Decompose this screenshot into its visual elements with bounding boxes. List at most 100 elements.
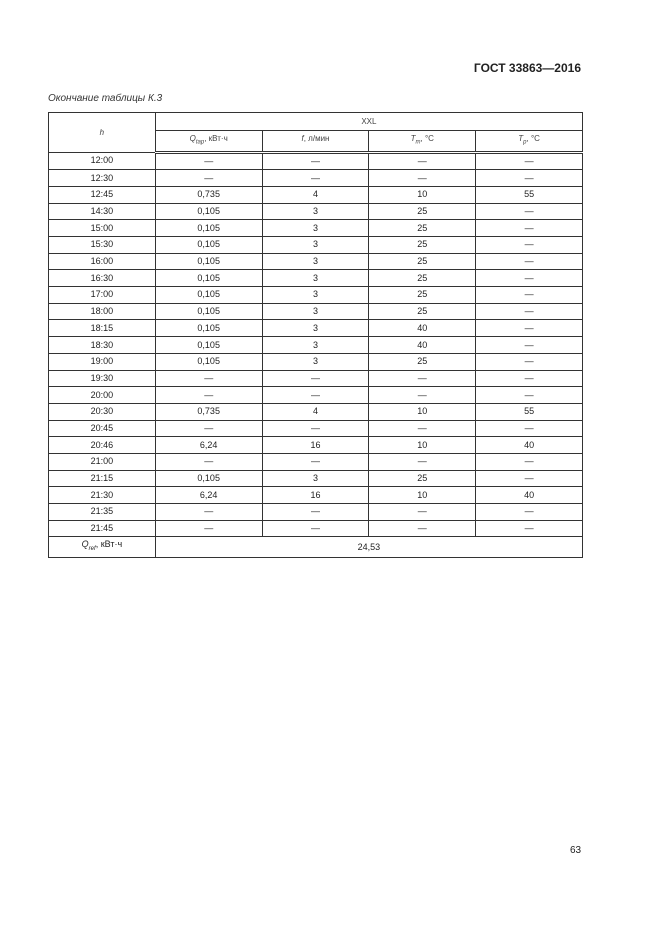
table-cell: 17:00 — [48, 286, 156, 304]
table-cell: — — [475, 302, 583, 321]
table-cell: 12:00 — [48, 151, 156, 171]
table-cell: — — [261, 169, 370, 187]
table-cell: 18:30 — [48, 336, 156, 354]
table-cell: — — [475, 503, 583, 521]
table-cell: 25 — [368, 269, 477, 288]
table-cell: 12:45 — [48, 185, 156, 204]
table-cell: 0,735 — [154, 185, 263, 204]
table-cell: 0,105 — [154, 269, 263, 288]
table-cell: 16:00 — [48, 252, 156, 271]
table-cell: 3 — [261, 236, 370, 254]
data-table: h XXL Qtap, кВт·ч f, л/мин Tm, °C Tp, °C 12… — [48, 112, 584, 559]
table-row: 15:30 0,105 3 25— — [48, 236, 583, 254]
table-cell: — — [154, 169, 263, 187]
table-cell: 3 — [261, 469, 370, 488]
table-cell: 21:00 — [48, 452, 156, 471]
table-cell: 15:00 — [48, 219, 156, 238]
table-cell: — — [475, 219, 583, 238]
table-cell: — — [154, 519, 263, 538]
table-cell: — — [475, 336, 583, 354]
table-cell: 40 — [475, 436, 583, 454]
table-cell: 25 — [368, 252, 477, 271]
table-cell: 16 — [261, 486, 370, 505]
table-cell: — — [368, 419, 477, 438]
table-row: 20:30 0,735 4 10 55 — [48, 402, 583, 421]
table-cell: 40 — [368, 336, 477, 354]
table-row: 15:00 0,105 3 25— — [48, 219, 583, 238]
table-cell: — — [475, 252, 583, 271]
table-row: 20:00— — — — — [48, 386, 583, 404]
table-cell: 21:30 — [48, 486, 156, 505]
table-cell: — — [154, 419, 263, 438]
table-cell: — — [368, 519, 477, 538]
group-header: XXL — [154, 112, 584, 131]
table-cell: — — [261, 519, 370, 538]
table-cell: 40 — [475, 486, 583, 505]
table-cell: — — [475, 236, 583, 254]
table-cell: 3 — [261, 319, 370, 338]
table-cell: — — [475, 369, 583, 388]
table-cell: 3 — [261, 202, 370, 221]
table-cell: 3 — [261, 336, 370, 354]
table-cell: — — [261, 369, 370, 388]
table-cell: 4 — [261, 185, 370, 204]
table-row: 12:45 0,735 4 10 55 — [48, 185, 583, 204]
table-cell: 16 — [261, 436, 370, 454]
h-header: h — [48, 112, 156, 153]
table-cell: 0,105 — [154, 352, 263, 371]
table-row: 20:45— — — — — [48, 419, 583, 438]
table-cell: 0,105 — [154, 252, 263, 271]
table-cell: — — [475, 386, 583, 404]
table-row: 19:30— — — — — [48, 369, 583, 388]
table-row: 19:00 0,105 3 25— — [48, 352, 583, 371]
table-cell: — — [368, 503, 477, 521]
table-cell: — — [475, 452, 583, 471]
table-cell: 40 — [368, 319, 477, 338]
table-cell: — — [261, 151, 370, 171]
table-cell: 20:45 — [48, 419, 156, 438]
table-cell: 0,105 — [154, 286, 263, 304]
table-cell: 18:15 — [48, 319, 156, 338]
table-cell: — — [475, 269, 583, 288]
table-row: 12:00— — — — — [48, 151, 583, 171]
table-cell: — — [475, 469, 583, 488]
table-cell: 0,105 — [154, 319, 263, 338]
table-cell: 20:00 — [48, 386, 156, 404]
table-cell: — — [475, 352, 583, 371]
total-value: 24,53 — [154, 536, 584, 559]
table-cell: 25 — [368, 236, 477, 254]
table-cell: — — [368, 169, 477, 187]
table-cell: 0,105 — [154, 336, 263, 354]
standard-header: ГОСТ 33863—2016 — [473, 61, 581, 75]
table-cell: 20:30 — [48, 402, 156, 421]
table-cell: 15:30 — [48, 236, 156, 254]
table-row: 17:00 0,105 3 25— — [48, 286, 583, 304]
table-row: 14:30 0,105 3 25— — [48, 202, 583, 221]
table-cell: — — [261, 503, 370, 521]
table-cell: 12:30 — [48, 169, 156, 187]
table-cell: 0,735 — [154, 402, 263, 421]
table-cell: 25 — [368, 302, 477, 321]
table-cell: 0,105 — [154, 202, 263, 221]
table-cell: 3 — [261, 286, 370, 304]
table-row: 18:00 0,105 3 25— — [48, 302, 583, 321]
table-row: 20:46 6,24 16 10 40 — [48, 436, 583, 454]
table-cell: — — [475, 319, 583, 338]
table-cell: 19:00 — [48, 352, 156, 371]
table-cell: 4 — [261, 402, 370, 421]
table-cell: — — [368, 386, 477, 404]
table-cell: — — [475, 169, 583, 187]
table-cell: 20:46 — [48, 436, 156, 454]
table-cell: 19:30 — [48, 369, 156, 388]
table-cell: 0,105 — [154, 236, 263, 254]
table-cell: 3 — [261, 352, 370, 371]
page-number: 63 — [570, 845, 582, 856]
table-cell: 3 — [261, 269, 370, 288]
table-cell: 25 — [368, 286, 477, 304]
table-cell: 0,105 — [154, 302, 263, 321]
table-cell: — — [154, 151, 263, 171]
table-cell: — — [368, 452, 477, 471]
table-cell: — — [154, 369, 263, 388]
table-cell: — — [154, 503, 263, 521]
